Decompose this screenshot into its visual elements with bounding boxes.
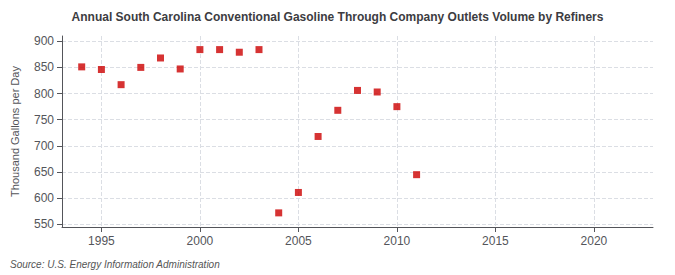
- svg-text:750: 750: [34, 113, 54, 127]
- svg-text:2015: 2015: [482, 234, 509, 248]
- svg-text:Thousand Gallons per Day: Thousand Gallons per Day: [9, 66, 21, 197]
- svg-text:Annual South Carolina Conventi: Annual South Carolina Conventional Gasol…: [72, 10, 604, 24]
- svg-text:2000: 2000: [187, 234, 214, 248]
- svg-text:2010: 2010: [384, 234, 411, 248]
- svg-text:2020: 2020: [581, 234, 608, 248]
- svg-text:650: 650: [34, 165, 54, 179]
- svg-text:1995: 1995: [88, 234, 115, 248]
- svg-text:800: 800: [34, 87, 54, 101]
- svg-text:900: 900: [34, 34, 54, 48]
- svg-text:Source: U.S. Energy Informatio: Source: U.S. Energy Information Administ…: [10, 259, 220, 270]
- svg-text:2005: 2005: [285, 234, 312, 248]
- svg-text:600: 600: [34, 191, 54, 205]
- svg-text:700: 700: [34, 139, 54, 153]
- svg-text:550: 550: [34, 217, 54, 231]
- svg-text:850: 850: [34, 60, 54, 74]
